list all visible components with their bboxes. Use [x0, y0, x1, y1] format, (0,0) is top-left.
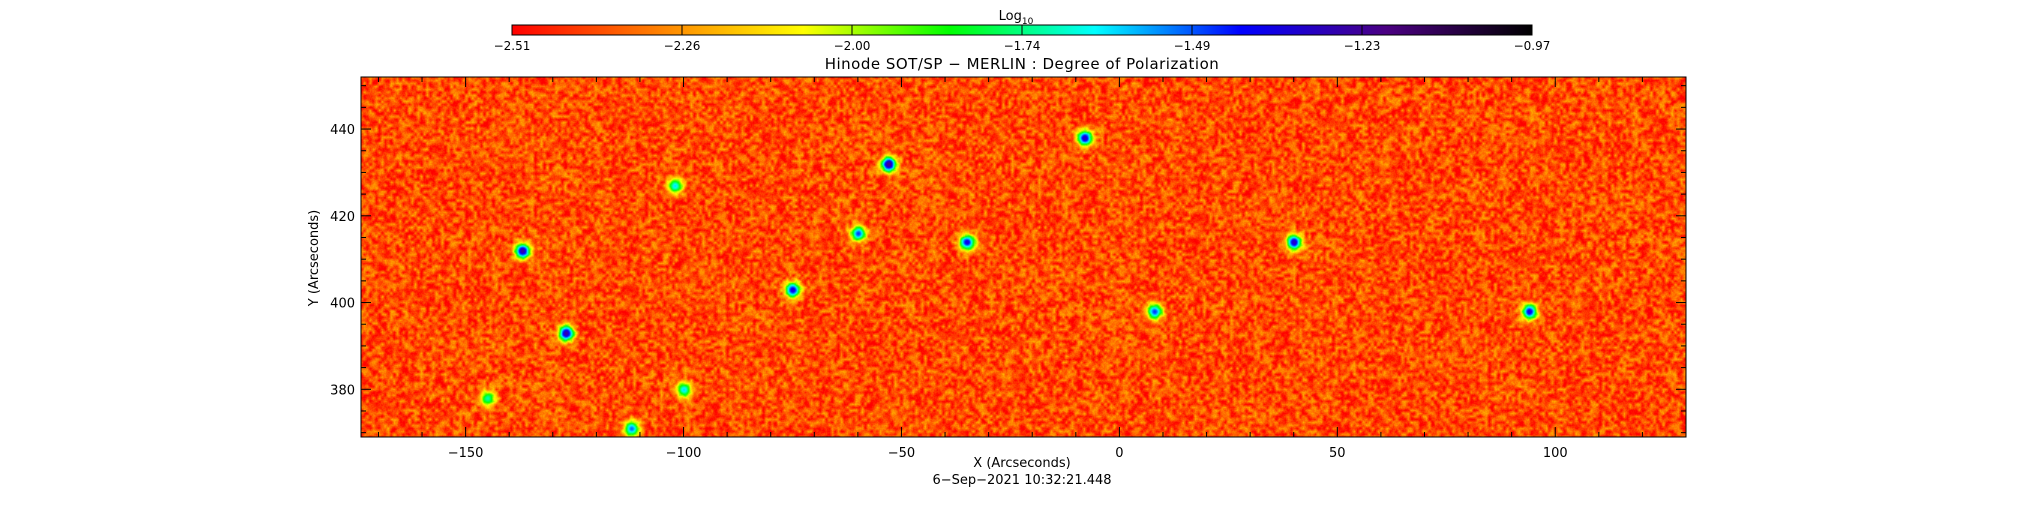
colorbar-ticks: −2.51 −2.26 −2.00 −1.74 −1.49 −1.23 −0.97 — [494, 25, 1551, 53]
x-tick-label: −50 — [888, 446, 915, 461]
x-tick-label: 100 — [1543, 446, 1568, 461]
colorbar-tick-label: −2.00 — [834, 39, 871, 53]
x-axis: −150 −100 −50 0 50 100 — [377, 77, 1687, 461]
y-tick-label: 380 — [330, 383, 355, 398]
heatmap-image — [361, 77, 1686, 437]
y-tick-label: 440 — [330, 123, 355, 138]
x-tick-label: −150 — [448, 446, 484, 461]
x-axis-label: X (Arcseconds) — [973, 456, 1070, 471]
y-axis-label: Y (Arcseconds) — [307, 210, 322, 307]
y-tick-label: 400 — [330, 297, 355, 312]
colorbar-tick-label: −1.74 — [1004, 39, 1041, 53]
colorbar-tick-label: −1.49 — [1174, 39, 1211, 53]
y-axis: 380 400 420 440 — [330, 85, 1686, 434]
colorbar-tick-label: −2.26 — [664, 39, 701, 53]
colorbar-label: Log10 — [999, 9, 1034, 27]
x-tick-label: −100 — [666, 446, 702, 461]
colorbar-label-subscript: 10 — [1022, 17, 1034, 27]
timestamp: 6−Sep−2021 10:32:21.448 — [932, 473, 1111, 488]
y-tick-label: 420 — [330, 210, 355, 225]
plot-frame — [360, 76, 1687, 438]
colorbar-tick-label: −2.51 — [494, 39, 531, 53]
x-tick-label: 50 — [1329, 446, 1346, 461]
colorbar-tick-label: −0.97 — [1514, 39, 1551, 53]
x-tick-label: 0 — [1115, 446, 1123, 461]
colorbar-tick-label: −1.23 — [1344, 39, 1381, 53]
chart-title: Hinode SOT/SP − MERLIN : Degree of Polar… — [825, 55, 1220, 73]
